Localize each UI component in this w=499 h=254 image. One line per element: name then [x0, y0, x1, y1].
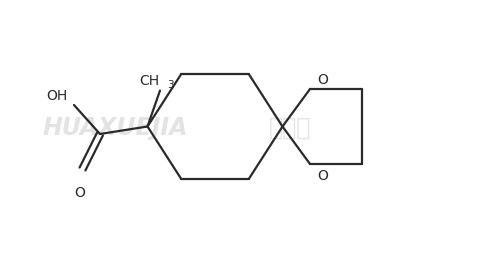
Text: O: O — [317, 168, 328, 182]
Text: 3: 3 — [167, 80, 174, 90]
Text: O: O — [317, 72, 328, 86]
Text: OH: OH — [47, 89, 68, 103]
Text: HUAXUEJIA: HUAXUEJIA — [42, 115, 188, 139]
Text: 化学加: 化学加 — [269, 115, 311, 139]
Text: O: O — [74, 185, 85, 199]
Text: CH: CH — [139, 74, 159, 88]
